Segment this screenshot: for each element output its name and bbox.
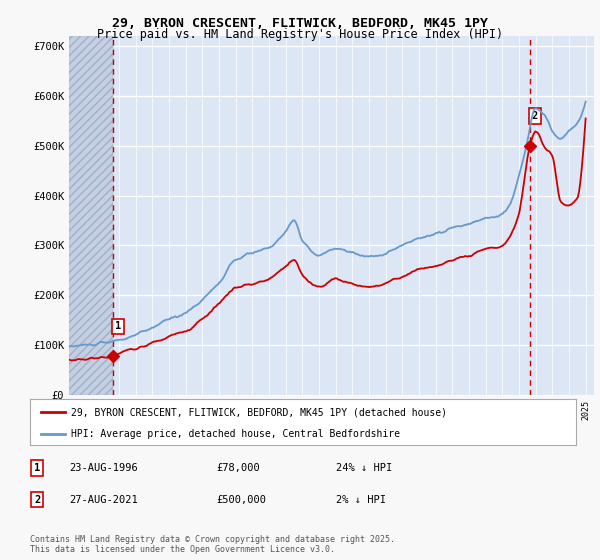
Text: Price paid vs. HM Land Registry's House Price Index (HPI): Price paid vs. HM Land Registry's House … — [97, 28, 503, 41]
Text: Contains HM Land Registry data © Crown copyright and database right 2025.
This d: Contains HM Land Registry data © Crown c… — [30, 535, 395, 554]
Text: 24% ↓ HPI: 24% ↓ HPI — [336, 463, 392, 473]
Text: £500,000: £500,000 — [216, 494, 266, 505]
Text: 23-AUG-1996: 23-AUG-1996 — [69, 463, 138, 473]
Text: 2% ↓ HPI: 2% ↓ HPI — [336, 494, 386, 505]
Text: £78,000: £78,000 — [216, 463, 260, 473]
Text: 2: 2 — [532, 111, 538, 121]
Bar — [69, 36, 113, 395]
Text: 2: 2 — [34, 494, 40, 505]
Text: 29, BYRON CRESCENT, FLITWICK, BEDFORD, MK45 1PY (detached house): 29, BYRON CRESCENT, FLITWICK, BEDFORD, M… — [71, 407, 447, 417]
Text: 27-AUG-2021: 27-AUG-2021 — [69, 494, 138, 505]
Text: 29, BYRON CRESCENT, FLITWICK, BEDFORD, MK45 1PY: 29, BYRON CRESCENT, FLITWICK, BEDFORD, M… — [112, 17, 488, 30]
Text: 1: 1 — [115, 321, 121, 331]
Text: 1: 1 — [34, 463, 40, 473]
Text: HPI: Average price, detached house, Central Bedfordshire: HPI: Average price, detached house, Cent… — [71, 429, 400, 438]
